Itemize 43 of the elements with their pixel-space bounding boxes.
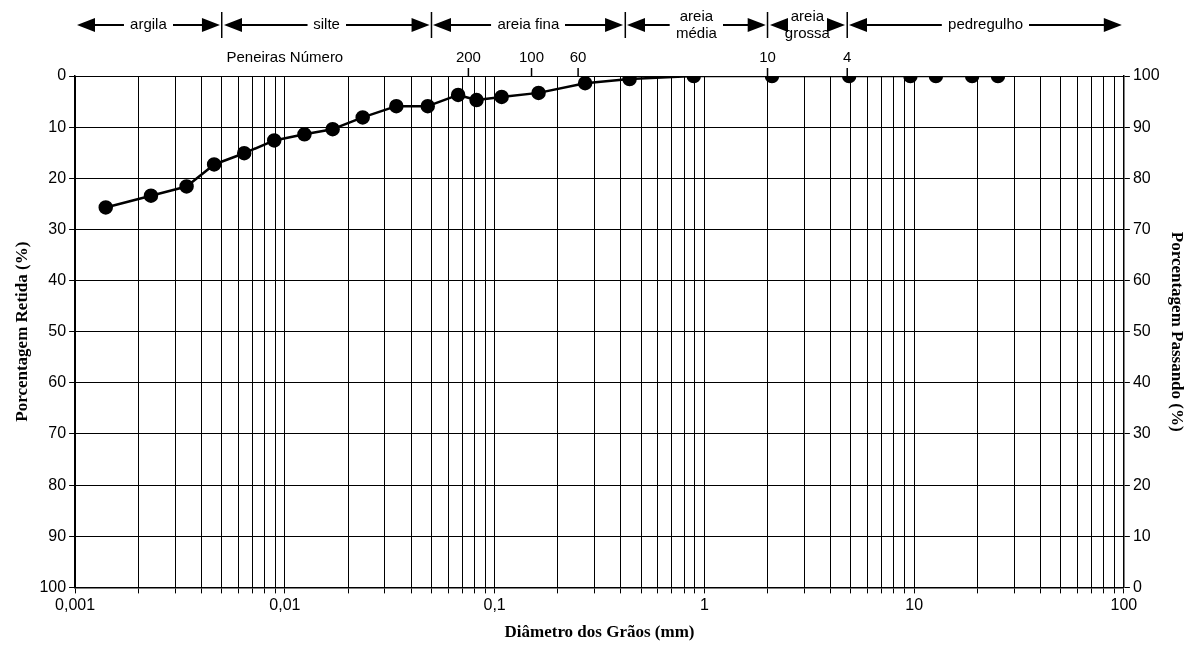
y-tick-label: 90 xyxy=(48,526,67,544)
y-axis-title: Porcentagem Retida (%) xyxy=(11,241,31,422)
y2-tick-label: 100 xyxy=(1132,66,1160,84)
y-tick-label: 70 xyxy=(48,424,67,442)
y-tick-label: 40 xyxy=(48,270,67,288)
x-tick-label: 1 xyxy=(699,596,709,614)
text: argila xyxy=(130,15,168,33)
y-tick-label: 100 xyxy=(39,577,67,595)
y2-axis-title: Porcentagem Passando (%) xyxy=(1168,231,1188,432)
y2-tick-label: 90 xyxy=(1132,117,1151,135)
x-tick-label: 0,1 xyxy=(483,596,506,614)
y2-tick-label: 10 xyxy=(1132,526,1151,544)
text: areia fina xyxy=(497,15,560,33)
text: 100 xyxy=(519,48,545,66)
y-tick-label: 20 xyxy=(48,168,67,186)
y2-tick-label: 70 xyxy=(1132,219,1151,237)
text: silte xyxy=(313,15,340,33)
y-tick-label: 80 xyxy=(48,475,67,493)
y-tick-label: 10 xyxy=(48,117,67,135)
text: 4 xyxy=(843,48,852,66)
x-tick-label: 10 xyxy=(905,596,924,614)
y2-tick-label: 80 xyxy=(1132,168,1151,186)
x-tick-label: 0,01 xyxy=(269,596,301,614)
y-tick-label: 60 xyxy=(48,373,67,391)
text: areia grossa xyxy=(784,6,831,41)
y-tick-label: 0 xyxy=(57,66,67,84)
text: 60 xyxy=(569,48,587,66)
y-tick-label: 30 xyxy=(48,219,67,237)
text: pedregulho xyxy=(948,15,1024,33)
y2-tick-label: 30 xyxy=(1132,424,1151,442)
y2-tick-label: 60 xyxy=(1132,270,1151,288)
text: areia média xyxy=(675,6,718,41)
y2-tick-label: 40 xyxy=(1132,373,1151,391)
x-tick-label: 0,001 xyxy=(55,596,96,614)
text: 10 xyxy=(759,48,776,66)
x-tick-label: 100 xyxy=(1110,596,1138,614)
y2-tick-label: 0 xyxy=(1132,577,1142,595)
y2-tick-label: 20 xyxy=(1132,475,1151,493)
y-tick-label: 50 xyxy=(48,322,67,340)
text: Peneiras Número xyxy=(226,48,344,66)
text: 200 xyxy=(455,48,481,66)
x-axis-title: Diâmetro dos Grãos (mm) xyxy=(504,622,695,642)
y2-tick-label: 50 xyxy=(1132,322,1151,340)
